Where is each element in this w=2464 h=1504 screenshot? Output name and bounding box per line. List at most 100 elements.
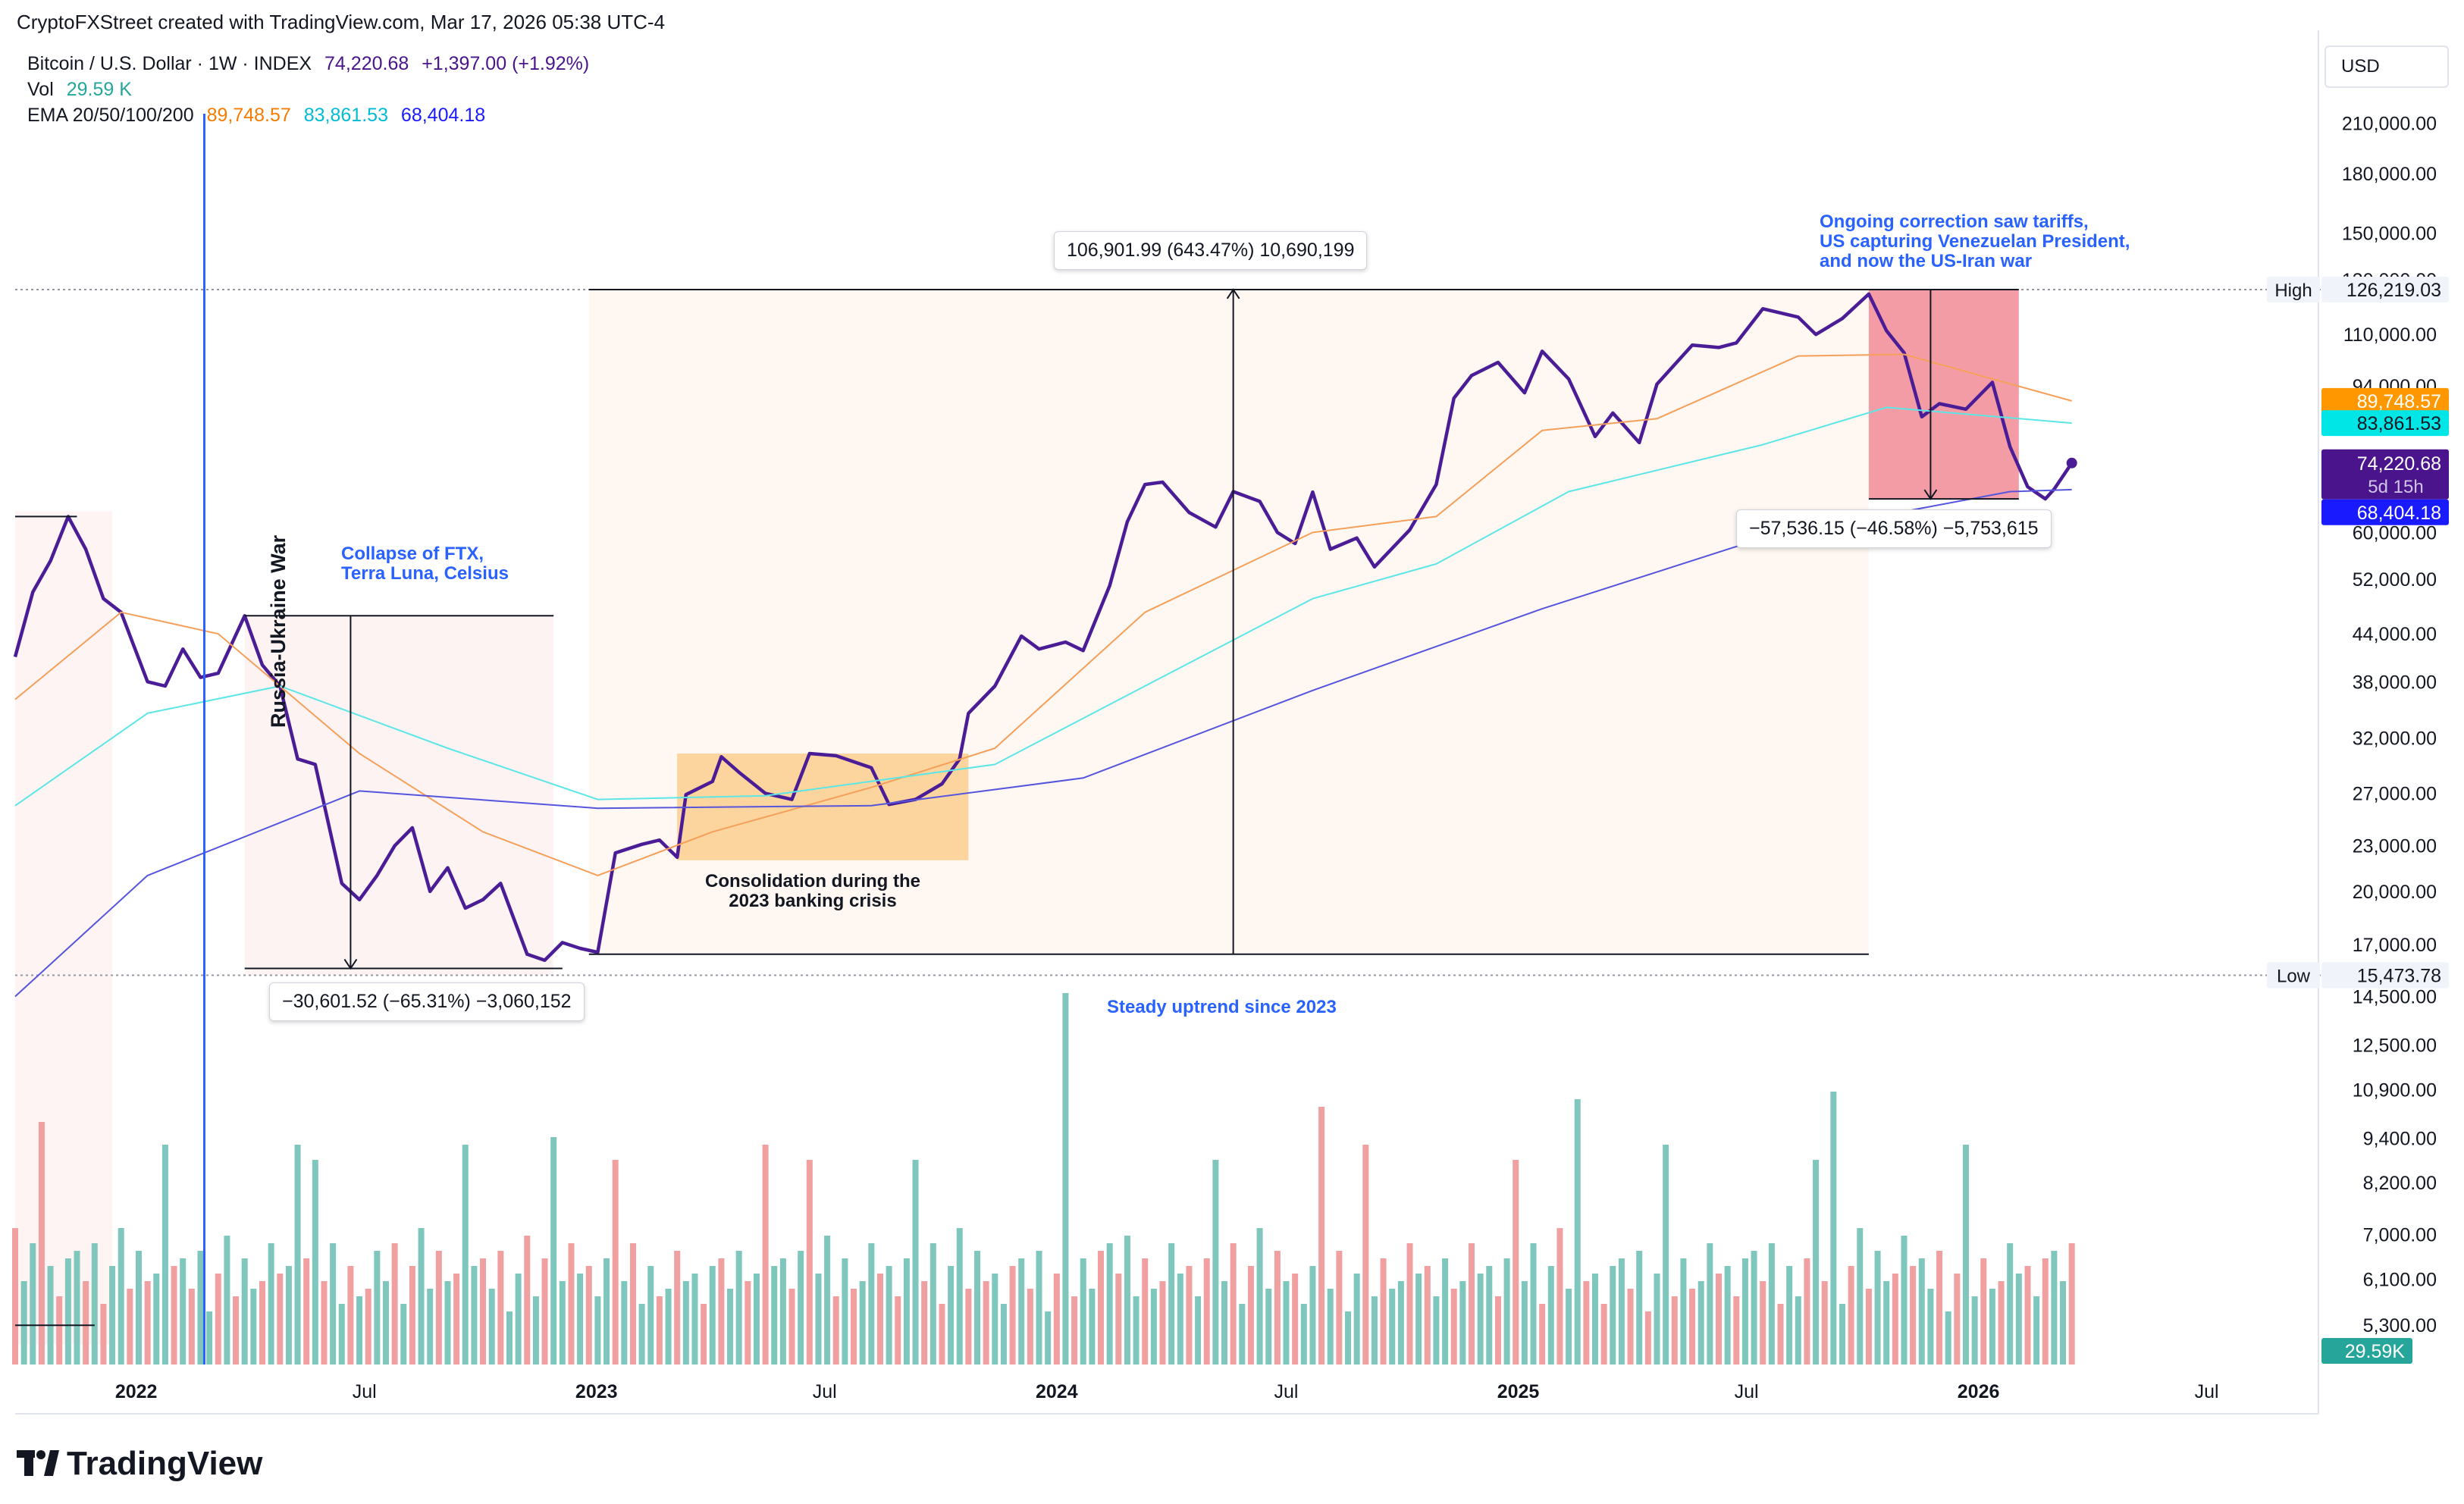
ema20-line[interactable] [14, 353, 2072, 876]
volume-bar [1159, 1281, 1166, 1365]
volume-bar [638, 1304, 645, 1365]
volume-bar [647, 1266, 654, 1365]
x-tick-label: 2025 [1497, 1381, 1540, 1402]
y-tick-label: 110,000.00 [2343, 324, 2437, 346]
price-line[interactable] [13, 292, 2074, 962]
volume-bar [1936, 1251, 1943, 1365]
volume-bar [488, 1289, 495, 1365]
volume-bar [2024, 1266, 2031, 1365]
x-tick-label: 2024 [1036, 1381, 1078, 1402]
measure-label-2022-drop[interactable]: −30,601.52 (−65.31%) −3,060,152 [269, 982, 585, 1021]
volume-bar [842, 1258, 848, 1365]
volume-bar [701, 1304, 707, 1365]
volume-legend[interactable]: Vol 29.59 K [27, 79, 140, 101]
volume-bar [612, 1160, 619, 1365]
volume-bar [1821, 1281, 1828, 1365]
volume-bar [435, 1251, 442, 1365]
volume-bar [1795, 1296, 1801, 1365]
volume-bar [506, 1311, 513, 1365]
y-tick-label: 60,000.00 [2353, 522, 2437, 544]
symbol-legend[interactable]: Bitcoin / U.S. Dollar · 1W · INDEX 74,22… [27, 53, 597, 75]
volume-bar [629, 1243, 636, 1365]
chart-credit: CryptoFXStreet created with TradingView.… [17, 11, 666, 33]
volume-bar [1600, 1304, 1607, 1365]
y-tick-label: 17,000.00 [2353, 935, 2437, 956]
volume-bar [74, 1251, 80, 1365]
volume-bar [594, 1296, 601, 1365]
volume-bar [788, 1289, 795, 1365]
y-tick-label: 150,000.00 [2342, 224, 2437, 245]
volume-bar [1336, 1251, 1343, 1365]
volume-bar [374, 1251, 381, 1365]
volume-bar [1786, 1266, 1793, 1365]
measure-label-2025-drop[interactable]: −57,536.15 (−46.58%) −5,753,615 [1736, 509, 2052, 548]
volume-bar [153, 1274, 160, 1365]
volume-bar [656, 1296, 663, 1365]
volume-bar [929, 1243, 936, 1365]
x-tick-label: Jul [353, 1381, 377, 1402]
y-tick-label: 5,300.00 [2363, 1315, 2437, 1336]
volume-bar [876, 1274, 883, 1365]
volume-bar [1124, 1236, 1130, 1365]
volume-bar [691, 1274, 698, 1365]
volume-bar [974, 1251, 981, 1365]
high-badge [2321, 276, 2449, 302]
price-lines [13, 292, 2077, 998]
ema20-badge [2321, 387, 2449, 414]
x-tick-label: 2022 [115, 1381, 158, 1402]
y-tick-label: 6,100.00 [2363, 1270, 2437, 1291]
volume-bar [1910, 1266, 1917, 1365]
volume-bar [1415, 1274, 1422, 1365]
volume-label: Vol [27, 79, 54, 100]
volume-bar [1345, 1311, 1352, 1365]
volume-bar [1618, 1258, 1625, 1365]
volume-bar [250, 1289, 257, 1365]
volume-bar [1168, 1243, 1175, 1365]
ema200-badge [2321, 499, 2449, 525]
ema-legend[interactable]: EMA 20/50/100/200 89,748.57 83,861.53 68… [27, 105, 493, 127]
volume-bar [1089, 1289, 1096, 1365]
volume-bar [1309, 1266, 1316, 1365]
countdown-value: 5d 15h [2368, 477, 2423, 497]
ema50-line[interactable] [14, 406, 2072, 807]
volume-bar [1751, 1251, 1757, 1365]
tradingview-logo[interactable]: TradingView [17, 1445, 262, 1483]
volume-bar [515, 1274, 522, 1365]
zone-2022-drop [244, 616, 554, 976]
ema20-value: 89,748.57 [2357, 391, 2441, 412]
volume-badge [2321, 1338, 2412, 1364]
volume-bar [541, 1258, 548, 1365]
volume-bar [294, 1145, 301, 1365]
volume-bar [1945, 1311, 1951, 1365]
currency-selector[interactable]: USD [2324, 45, 2449, 88]
volume-bar [1327, 1289, 1334, 1365]
volume-bar [347, 1266, 354, 1365]
volume-bar [20, 1281, 27, 1365]
volume-bar [1521, 1281, 1528, 1365]
volume-bar [859, 1281, 866, 1365]
y-tick-label: 20,000.00 [2353, 882, 2437, 903]
volume-bar [268, 1243, 274, 1365]
measure-label-uptrend[interactable]: 106,901.99 (643.47%) 10,690,199 [1054, 231, 1368, 270]
volume-bar [956, 1228, 963, 1365]
volume-bar [400, 1304, 407, 1365]
volume-bar [1195, 1296, 1202, 1365]
volume-bar [762, 1145, 769, 1365]
volume-bar [753, 1274, 760, 1365]
volume-bar [1106, 1243, 1113, 1365]
volume-bar [718, 1258, 725, 1365]
y-tick-label: 9,400.00 [2363, 1128, 2437, 1149]
volume-bar [832, 1296, 839, 1365]
volume-bar [206, 1311, 213, 1365]
volume-bar [1627, 1289, 1634, 1365]
volume-bar [1848, 1266, 1854, 1365]
volume-bar [391, 1243, 398, 1365]
volume-bar [1353, 1274, 1360, 1365]
high-value: 126,219.03 [2346, 280, 2441, 301]
y-tick-label: 210,000.00 [2342, 114, 2437, 135]
volume-bar [1954, 1274, 1961, 1365]
volume-bar [1962, 1145, 1969, 1365]
volume-bar [1018, 1258, 1025, 1365]
volume-bar [824, 1236, 831, 1365]
